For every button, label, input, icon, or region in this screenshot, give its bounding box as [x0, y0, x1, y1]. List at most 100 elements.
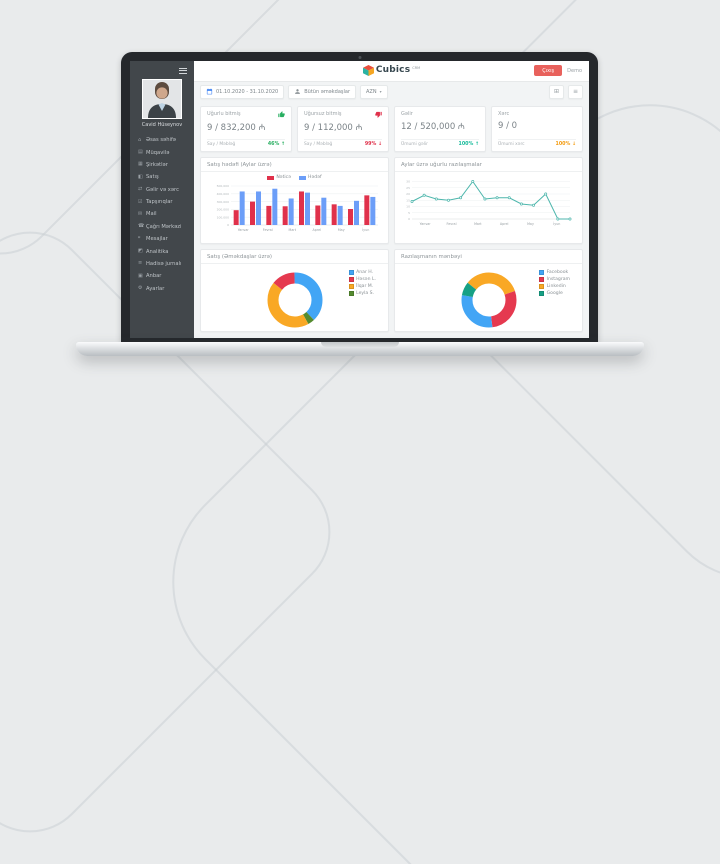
charts-row: Satış hədəfi (Aylar üzrə) Nəticə Hədəf 0 1… — [200, 157, 583, 244]
kpi-title: Uğursuz bitmiş — [304, 111, 342, 117]
kpi-value: 12 / 520,000 ₼ — [401, 121, 465, 132]
sidebar-item-sas-s-hif[interactable]: ⌂ Əsas səhifə — [130, 134, 194, 146]
legend-swatch — [348, 284, 354, 289]
legend-item-h-d-f: Hədəf — [299, 175, 322, 180]
kpi-title: Gəlir — [401, 111, 413, 117]
svg-text:Yanvar: Yanvar — [238, 228, 250, 232]
donut-slice-i-lqar-m — [267, 272, 322, 328]
warehouse-icon: ▣ — [138, 272, 143, 279]
sidebar: Cavid Hüseynov ⌂ Əsas səhifə ▤ Müqavilə ▦ Şir… — [130, 61, 194, 338]
sidebar-item-label: Mesajlar — [146, 236, 168, 243]
event-log-icon: ≡ — [138, 260, 143, 267]
svg-text:Fevral: Fevral — [447, 222, 457, 226]
hamburger-menu-icon[interactable] — [179, 66, 187, 75]
logout-button[interactable]: Çıxış — [534, 65, 563, 77]
sidebar-item-label: Çağrı Mərkəzi — [146, 223, 182, 230]
currency-value: AZN — [366, 88, 377, 95]
sidebar-item-anbar[interactable]: ▣ Anbar — [130, 270, 194, 282]
sidebar-item-label: Anbar — [146, 273, 162, 280]
kpi-card-g-lir[interactable]: Gəlir 12 / 520,000 ₼ Ümumi gəlir 100% ↑ — [394, 106, 486, 152]
thumbs-up-icon — [278, 111, 285, 118]
sidebar-item-sat[interactable]: ◧ Satış — [130, 171, 194, 183]
sales-icon: ◧ — [138, 173, 143, 180]
donut-slice-h-s-n-l — [267, 272, 322, 328]
sidebar-item-m-qavil[interactable]: ▤ Müqavilə — [130, 146, 194, 158]
tasks-icon: ☑ — [138, 198, 143, 205]
kpi-title: Xərc — [498, 111, 510, 117]
sidebar-item-label: Əsas səhifə — [146, 137, 176, 144]
svg-text:20: 20 — [406, 192, 410, 196]
person-icon — [295, 89, 301, 95]
line-chart: 0 5 10 15 20 25 30 Yanvar Fevral Mart Aprel May İyun — [395, 172, 582, 241]
kpi-subtitle: Ümumi gəlir — [401, 142, 428, 147]
kpi-value: 9 / 832,200 ₼ — [207, 122, 266, 133]
svg-text:Yanvar: Yanvar — [420, 222, 432, 226]
sidebar-item-tap-r-qlar[interactable]: ☑ Tapşırıqlar — [130, 196, 194, 208]
sidebar-item-mail[interactable]: ✉ Mail — [130, 208, 194, 220]
legend-label: Leyla S. — [356, 291, 375, 296]
legend-item-i-lqar-m: İlqar M. — [348, 284, 376, 289]
kpi-card-x-rc[interactable]: Xərc 9 / 0 Ümumi xərc 100% ↓ — [491, 106, 583, 152]
kpi-title: Uğurlu bitmiş — [207, 111, 241, 117]
svg-text:May: May — [338, 228, 345, 232]
donut2-title: Razılaşmanın mənbəyi — [395, 250, 582, 264]
sidebar-item-label: Müqavilə — [146, 149, 170, 156]
kpi-trend-badge: 46% ↑ — [267, 142, 285, 147]
thumbs-down-icon — [375, 111, 382, 118]
companies-icon: ▦ — [138, 161, 143, 168]
legend-label: Nəticə — [276, 175, 292, 180]
employee-filter[interactable]: Bütün əməkdaşlar — [288, 84, 357, 99]
legend-swatch — [267, 175, 275, 180]
sidebar-item-label: Satış — [146, 174, 159, 181]
legend-item-linkedin: Linkedin — [539, 284, 570, 289]
svg-text:0: 0 — [408, 217, 410, 221]
app-logo[interactable]: Cubics CRM — [362, 65, 420, 77]
mail-icon: ✉ — [138, 210, 143, 217]
sidebar-item-irk-tl-r[interactable]: ▦ Şirkətlər — [130, 159, 194, 171]
more-options-button[interactable]: ≡ — [568, 84, 583, 99]
legend-label: Facebook — [546, 270, 569, 275]
legend-item-h-s-n-l: Həsən L. — [348, 277, 376, 282]
sidebar-item-label: Mail — [146, 211, 157, 218]
date-range-picker[interactable]: 01.10.2020 - 31.10.2020 — [200, 84, 285, 99]
demo-link[interactable]: Demo — [567, 67, 582, 74]
legend-swatch — [539, 277, 545, 282]
legend-swatch — [299, 175, 307, 180]
call-center-icon: ☎ — [138, 223, 145, 230]
sidebar-item-label: Ayarlar — [146, 285, 165, 292]
legend-item-instagram: Instagram — [539, 277, 570, 282]
kpi-card-u-ursuz-bitmi[interactable]: Uğursuz bitmiş 9 / 112,000 ₼ Say / Məbləğ 9… — [297, 106, 389, 152]
sidebar-item-mesajlar[interactable]: ❞ Mesajlar — [130, 233, 194, 245]
donut1-title: Satış (Əməkdaşlar üzrə) — [201, 250, 388, 264]
sidebar-item-a-r-m-rk-zi[interactable]: ☎ Çağrı Mərkəzi — [130, 221, 194, 233]
sidebar-item-ayarlar[interactable]: ⚙ Ayarlar — [130, 283, 194, 295]
legend-label: Anar H. — [356, 270, 374, 275]
sidebar-item-label: Tapşırıqlar — [146, 199, 173, 206]
svg-text:İyun: İyun — [553, 221, 560, 226]
sidebar-item-g-lir-v-x-rc[interactable]: ⇄ Gəlir və xərc — [130, 184, 194, 196]
legend-swatch — [348, 270, 354, 275]
analytics-icon: ◩ — [138, 248, 143, 255]
svg-text:Fevral: Fevral — [263, 228, 273, 232]
grid-view-button[interactable]: ⊞ — [549, 84, 564, 99]
sidebar-item-label: Analitika — [146, 248, 169, 255]
income-expense-icon: ⇄ — [138, 186, 143, 193]
svg-text:30: 30 — [406, 180, 410, 184]
app-header: Cubics CRM Çıxış Demo — [194, 61, 589, 82]
app-title: Cubics — [375, 65, 411, 76]
svg-text:Mart: Mart — [288, 228, 296, 232]
sidebar-item-label: Hadisə jurnalı — [146, 260, 182, 267]
avatar[interactable] — [142, 79, 182, 119]
legend-item-google: Google — [539, 291, 570, 296]
kpi-card-u-urlu-bitmi[interactable]: Uğurlu bitmiş 9 / 832,200 ₼ Say / Məbləğ 46… — [200, 106, 292, 152]
sidebar-item-analitika[interactable]: ◩ Analitika — [130, 245, 194, 257]
kpi-subtitle: Say / Məbləğ — [304, 142, 333, 147]
settings-icon: ⚙ — [138, 285, 143, 292]
avatar-photo — [143, 80, 181, 118]
sidebar-item-hadis-jurnal[interactable]: ≡ Hadisə jurnalı — [130, 258, 194, 270]
currency-select[interactable]: AZN ▾ — [360, 84, 388, 99]
legend-item-leyla-s: Leyla S. — [348, 291, 376, 296]
legend-swatch — [539, 270, 545, 275]
kpi-trend-badge: 99% ↓ — [364, 142, 382, 147]
laptop-base — [76, 342, 644, 356]
